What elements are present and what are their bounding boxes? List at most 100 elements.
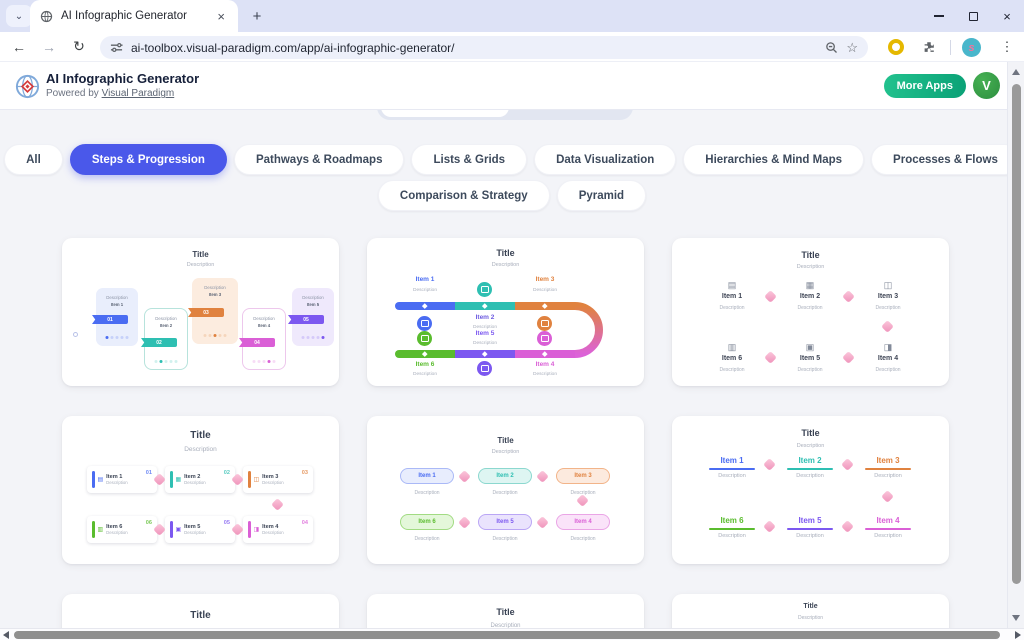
horizontal-scrollbar[interactable] [0,628,1024,640]
arrow-left-icon [764,351,777,364]
template-card-u-timeline[interactable]: Title Description [367,238,644,386]
item-pill: Item 1 [400,468,454,484]
item-pill: Item 6 [400,514,454,530]
visual-paradigm-link[interactable]: Visual Paradigm [101,88,175,99]
scroll-up-icon[interactable] [1012,69,1020,75]
item-description: Description [796,533,824,539]
filter-pathways-roadmaps[interactable]: Pathways & Roadmaps [233,144,405,175]
filter-all[interactable]: All [4,144,63,175]
milestone-icon [537,331,552,346]
step-card-2: Description Item 2 02 [141,308,188,370]
arrow-right-icon [458,470,471,483]
item-underline [709,468,755,470]
arrow-left-icon [763,520,776,533]
address-bar[interactable]: ai-toolbox.visual-paradigm.com/app/ai-in… [100,36,868,59]
tab-close-icon[interactable]: × [217,8,225,24]
item-label: Item 4 [535,361,555,368]
filter-hierarchies-mindmaps[interactable]: Hierarchies & Mind Maps [683,144,865,175]
item-description: Description [874,473,902,479]
url-text[interactable]: ai-toolbox.visual-paradigm.com/app/ai-in… [131,40,455,55]
template-card-pill-grid[interactable]: Title Description Item 1 Item 2 Item 3 D… [367,416,644,564]
app-header: AI Infographic Generator Powered by Visu… [0,62,1024,110]
maximize-button[interactable] [956,0,990,32]
extensions-puzzle-icon[interactable] [922,40,936,54]
tab-strip: ⌄ AI Infographic Generator × + × [0,0,1024,32]
item-card: ◫ Item 3 Description 03 [243,466,313,493]
forward-button[interactable]: → [42,38,56,55]
back-button[interactable]: ← [12,38,26,55]
filter-steps-progression[interactable]: Steps & Progression [69,144,227,175]
arrow-right-icon [763,458,776,471]
item-card: ▦ Item 2 Description 02 [165,466,235,493]
site-settings-icon[interactable] [110,41,123,54]
minimize-button[interactable] [922,0,956,32]
arrow-right-icon [842,290,855,303]
filter-row-1: All Steps & Progression Pathways & Roadm… [0,144,1024,175]
scroll-down-icon[interactable] [1012,615,1020,621]
arrow-right-icon [764,290,777,303]
template-card-vertical-steps[interactable]: Title Description Description Item 1 01 D… [62,238,339,386]
template-card-partial[interactable]: Title Description [672,594,949,628]
reload-button[interactable]: ↻ [73,38,85,54]
item-label: Item 4 [877,355,899,362]
zoom-icon[interactable] [825,41,838,54]
item-description: Description [492,536,518,542]
item-label: Item 6 [721,355,743,362]
user-avatar[interactable]: V [973,72,1000,99]
milestone-icon [477,361,492,376]
tab-search-button[interactable]: ⌄ [6,5,32,27]
item-description: Description [718,473,746,479]
item-description: Description [413,288,437,293]
item-label: Item 3 [877,293,899,300]
extension-icon[interactable] [888,39,904,55]
scroll-right-icon[interactable] [1015,631,1021,639]
bookmark-star-icon[interactable]: ☆ [846,39,858,55]
filter-processes-flows[interactable]: Processes & Flows [871,144,1020,175]
profile-avatar[interactable]: s [962,38,981,57]
filter-pyramid[interactable]: Pyramid [556,180,647,211]
milestone-icon [417,316,432,331]
item-description: Description [570,536,596,542]
item-card: ◨ Item 4 Description 04 [243,516,313,543]
maximize-icon [968,11,978,21]
mode-toggle-active-segment [381,110,509,117]
template-card-partial[interactable]: Title Description [367,594,644,628]
more-apps-button[interactable]: More Apps [883,74,966,98]
milestone-icon [417,331,432,346]
vertical-scrollbar-thumb[interactable] [1012,84,1021,584]
mode-toggle-partial[interactable] [377,110,633,120]
item-icon: ◫ [883,280,893,290]
item-pill: Item 4 [556,514,610,530]
browser-tab[interactable]: AI Infographic Generator × [30,0,238,32]
chevron-down-icon: ⌄ [14,10,24,22]
filter-data-visualization[interactable]: Data Visualization [534,144,677,175]
milestone-icon [477,282,492,297]
template-card-list-snake[interactable]: Title Description ▤ Item 1 Description 01 ▦… [62,416,339,564]
item-description: Description [797,305,823,311]
item-label: Item 2 [798,456,822,465]
vertical-scrollbar[interactable] [1007,62,1024,628]
new-tab-button[interactable]: + [252,7,262,25]
filter-comparison-strategy[interactable]: Comparison & Strategy [377,180,550,211]
filter-lists-grids[interactable]: Lists & Grids [411,144,528,175]
window-controls: × [922,0,1024,32]
template-card-icon-grid[interactable]: Title Description ▤ Item 1 Description ▦… [672,238,949,386]
mini-title: Title [190,430,211,441]
template-card-underline-grid[interactable]: Title Description Item 1 Description Ite… [672,416,949,564]
item-label: Item 5 [475,330,495,337]
item-underline [787,528,833,530]
step-card-4: Description Item 4 04 [239,308,286,370]
horizontal-scrollbar-thumb[interactable] [14,631,1000,639]
browser-menu-button[interactable]: ⋮ [1000,39,1014,54]
close-button[interactable]: × [990,0,1024,32]
tab-title: AI Infographic Generator [61,10,187,22]
item-pill: Item 2 [478,468,532,484]
item-description: Description [413,372,437,377]
item-label: Item 1 [720,456,744,465]
template-card-partial[interactable]: Title [62,594,339,628]
mini-description: Description [796,264,825,270]
step-card-1: Description Item 1 01 [92,288,138,346]
scroll-left-icon[interactable] [3,631,9,639]
arrow-left-icon [842,351,855,364]
item-description: Description [473,341,497,346]
